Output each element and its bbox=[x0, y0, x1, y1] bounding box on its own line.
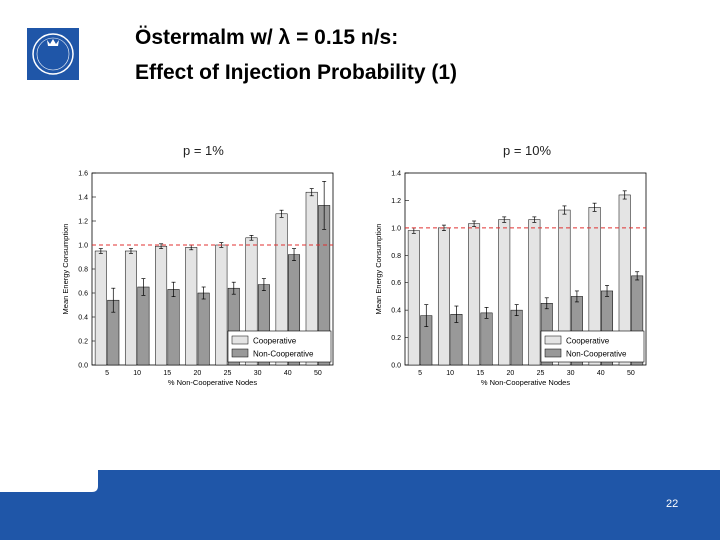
y-tick-label: 0.4 bbox=[78, 315, 88, 322]
page-number: 22 bbox=[666, 498, 679, 510]
x-tick-label: 10 bbox=[133, 370, 141, 377]
x-tick-label: 25 bbox=[224, 370, 232, 377]
x-tick-label: 40 bbox=[284, 370, 292, 377]
x-tick-label: 10 bbox=[446, 370, 454, 377]
x-tick-label: 20 bbox=[507, 370, 515, 377]
x-tick-label: 50 bbox=[314, 370, 322, 377]
x-axis-label: % Non-Cooperative Nodes bbox=[481, 378, 570, 387]
y-tick-label: 0.6 bbox=[391, 280, 401, 287]
y-tick-label: 0.2 bbox=[391, 335, 401, 342]
y-axis-label: Mean Energy Consumption bbox=[61, 224, 70, 315]
legend-label: Cooperative bbox=[566, 337, 610, 346]
non-cooperative-bar bbox=[510, 309, 523, 366]
y-tick-label: 0.8 bbox=[78, 267, 88, 274]
cooperative-bar bbox=[498, 219, 511, 366]
x-tick-label: 20 bbox=[194, 370, 202, 377]
cooperative-bar bbox=[185, 247, 198, 366]
cooperative-bar bbox=[528, 219, 541, 366]
x-tick-label: 25 bbox=[537, 370, 545, 377]
y-tick-label: 1.0 bbox=[391, 225, 401, 232]
chart-caption-right: p = 10% bbox=[503, 143, 552, 158]
y-tick-label: 1.4 bbox=[391, 171, 401, 178]
non-cooperative-bar bbox=[197, 292, 210, 366]
legend-label: Non-Cooperative bbox=[566, 350, 627, 359]
bar-chart-p1: 0.0 0.2 0.4 0.6 0.8 1.0 1.2 1.4 1.6 5 10 15 20 25 30 40… bbox=[61, 171, 334, 387]
cooperative-bar bbox=[437, 227, 450, 366]
footer-band bbox=[0, 470, 720, 540]
bar-chart-p10: 0.0 0.2 0.4 0.6 0.8 1.0 1.2 1.4 5 10 15 20 25 30 40 50 C… bbox=[374, 171, 647, 387]
legend-swatch bbox=[544, 348, 562, 358]
x-tick-label: 15 bbox=[163, 370, 171, 377]
title-line-1: Östermalm w/ λ = 0.15 n/s: bbox=[135, 26, 399, 49]
legend-swatch bbox=[231, 335, 249, 345]
legend-label: Non-Cooperative bbox=[253, 350, 314, 359]
x-axis-label: % Non-Cooperative Nodes bbox=[168, 378, 257, 387]
chart-caption-left: p = 1% bbox=[183, 143, 224, 158]
non-cooperative-bar bbox=[137, 286, 150, 366]
cooperative-bar bbox=[215, 244, 228, 366]
y-tick-label: 0.2 bbox=[78, 339, 88, 346]
x-tick-label: 5 bbox=[418, 370, 422, 377]
legend-swatch bbox=[231, 348, 249, 358]
y-tick-label: 0.0 bbox=[78, 363, 88, 370]
kth-logo bbox=[27, 28, 79, 80]
x-tick-label: 5 bbox=[105, 370, 109, 377]
cooperative-bar bbox=[124, 250, 137, 366]
cooperative-bar bbox=[468, 223, 481, 366]
y-tick-label: 0.0 bbox=[391, 363, 401, 370]
non-cooperative-bar bbox=[480, 312, 493, 366]
y-tick-label: 1.2 bbox=[78, 219, 88, 226]
slide-title: Östermalm w/ λ = 0.15 n/s: Effect of Inj… bbox=[135, 20, 457, 90]
y-tick-label: 1.4 bbox=[78, 195, 88, 202]
x-tick-label: 40 bbox=[597, 370, 605, 377]
y-tick-label: 1.0 bbox=[78, 243, 88, 250]
x-tick-label: 50 bbox=[627, 370, 635, 377]
x-tick-label: 30 bbox=[254, 370, 262, 377]
y-tick-label: 1.2 bbox=[391, 198, 401, 205]
y-tick-label: 1.6 bbox=[78, 171, 88, 178]
cooperative-bar bbox=[94, 250, 107, 366]
x-tick-label: 15 bbox=[476, 370, 484, 377]
y-tick-label: 0.8 bbox=[391, 253, 401, 260]
kth-emblem-icon bbox=[32, 33, 74, 75]
legend-label: Cooperative bbox=[253, 337, 297, 346]
x-tick-label: 30 bbox=[567, 370, 575, 377]
title-line-2: Effect of Injection Probability (1) bbox=[135, 61, 458, 84]
y-tick-label: 0.6 bbox=[78, 291, 88, 298]
cooperative-bar bbox=[155, 245, 168, 366]
legend-swatch bbox=[544, 335, 562, 345]
non-cooperative-bar bbox=[167, 289, 180, 366]
y-tick-label: 0.4 bbox=[391, 308, 401, 315]
y-axis-label: Mean Energy Consumption bbox=[374, 224, 383, 315]
cooperative-bar bbox=[407, 230, 420, 366]
